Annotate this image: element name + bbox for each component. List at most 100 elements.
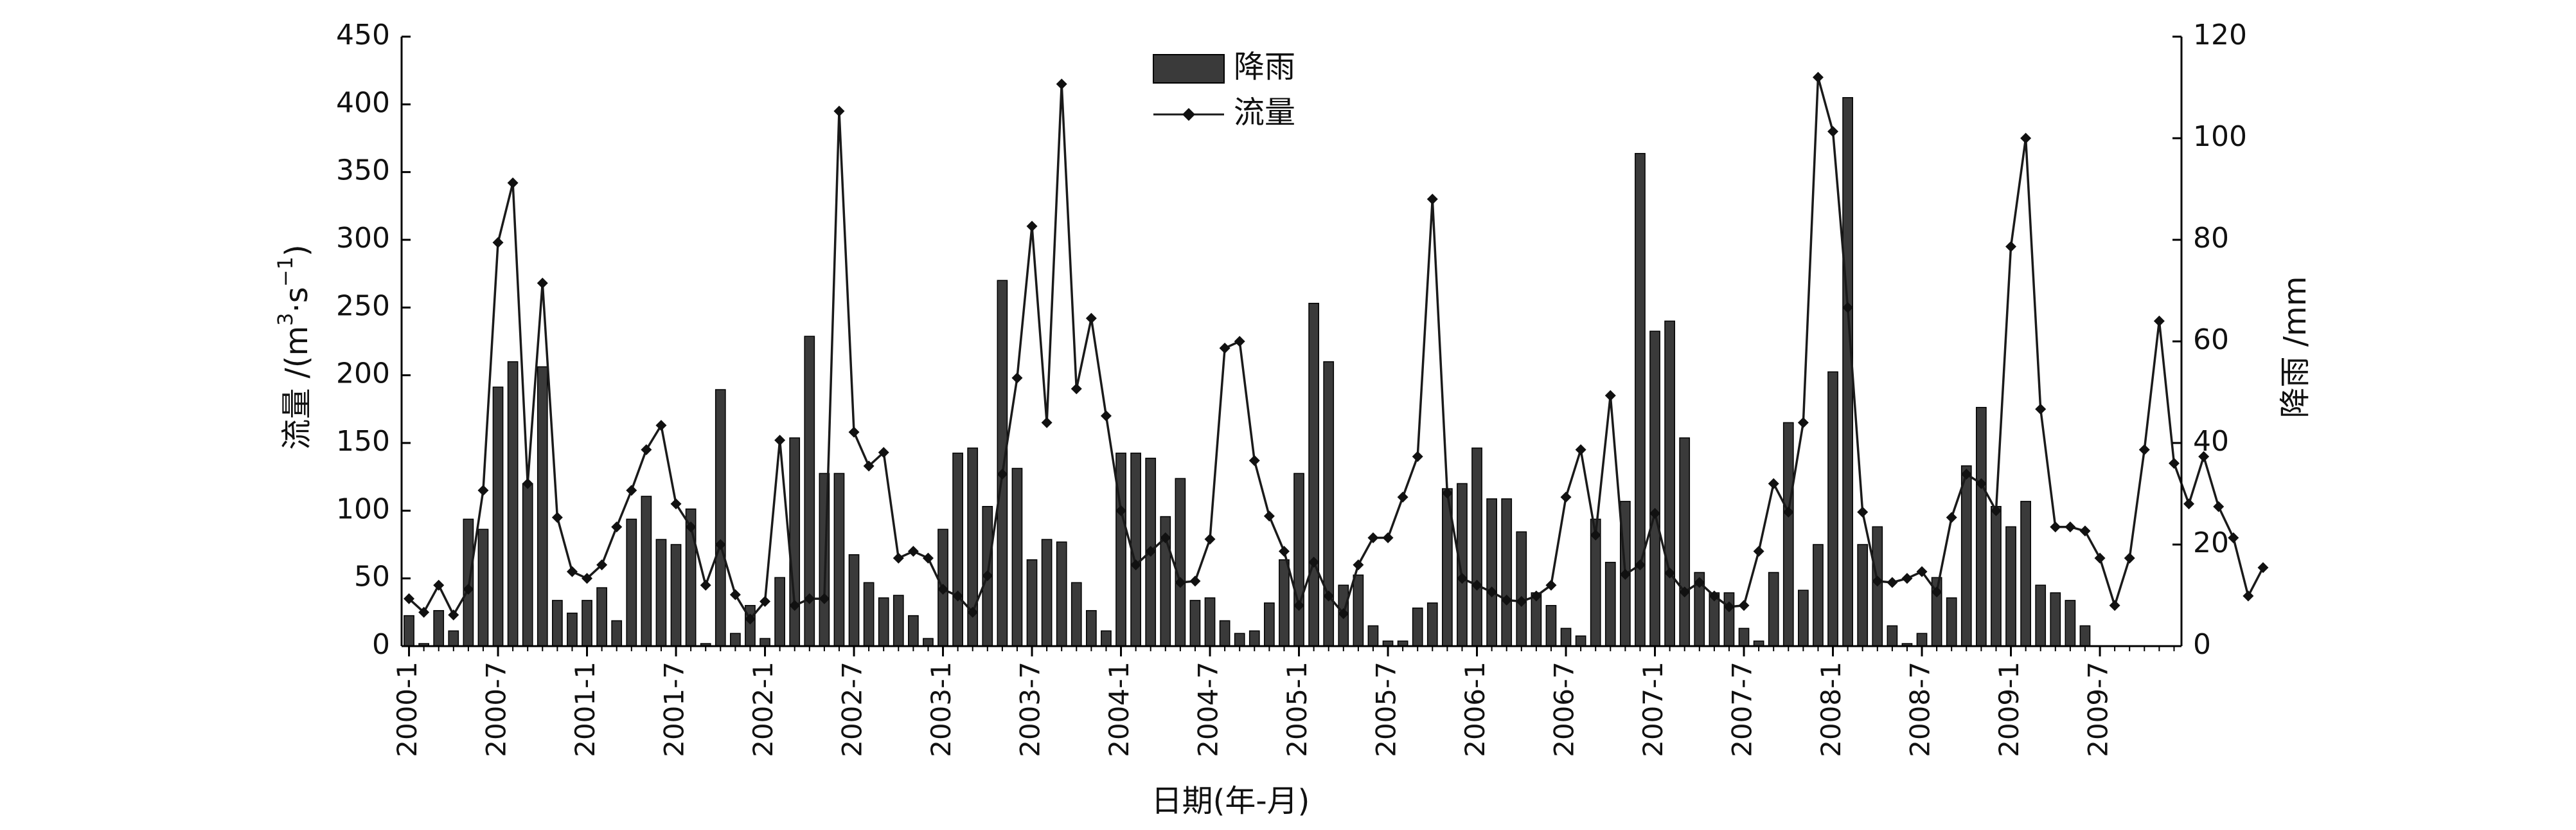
flow-point	[1990, 505, 2002, 516]
rain-bar	[611, 620, 623, 647]
flow-point	[1085, 312, 1097, 324]
flow-point	[997, 468, 1008, 480]
rain-bar	[1782, 422, 1794, 647]
rain-bar	[1813, 544, 1824, 647]
x-tick-label: 2008-7	[1905, 662, 1936, 757]
rain-bar	[997, 280, 1008, 647]
rain-bar	[715, 389, 726, 647]
rain-bar	[2005, 526, 2016, 647]
flow-point	[1694, 577, 1705, 588]
rain-bar	[1516, 531, 1527, 647]
flow-point	[1960, 468, 1972, 480]
flow-point	[2257, 562, 2269, 573]
flow-point	[1353, 559, 1364, 571]
flow-point	[982, 570, 993, 581]
x-tick-label: 2004-1	[1103, 662, 1135, 757]
rain-bar	[1426, 602, 1438, 647]
flow-point	[893, 552, 904, 564]
rain-bar	[1649, 330, 1660, 647]
flow-point	[1412, 451, 1423, 462]
rain-bar	[1738, 627, 1750, 647]
flow-point	[922, 552, 934, 564]
flow-point	[1471, 579, 1483, 591]
flow-point	[1501, 594, 1513, 606]
legend-bar-swatch	[1153, 54, 1225, 84]
flow-point	[2243, 590, 2254, 602]
rain-bar	[1545, 605, 1557, 647]
flow-point	[433, 579, 445, 591]
flow-point	[1011, 372, 1023, 384]
flow-point	[1857, 506, 1869, 518]
rain-bar	[1827, 371, 1838, 647]
flow-point	[1619, 568, 1631, 580]
flow-point	[937, 584, 949, 595]
y-left-tick-label: 100	[336, 492, 390, 525]
rain-bar	[1679, 437, 1691, 647]
x-tick-label: 2004-7	[1193, 662, 1224, 757]
flow-point	[1649, 508, 1661, 519]
rain-bar	[492, 386, 504, 647]
y-left-tick-label: 400	[336, 86, 390, 119]
x-tick-label: 2002-1	[747, 662, 779, 757]
flow-point	[1323, 590, 1335, 602]
flow-point	[685, 521, 697, 533]
y-right-tick-label: 60	[2193, 323, 2229, 356]
rain-bar	[863, 582, 875, 647]
flow-point	[2168, 458, 2180, 469]
rain-bar	[567, 612, 578, 647]
x-tick-label: 2009-1	[1993, 662, 2025, 757]
rain-bar	[1857, 544, 1869, 647]
rain-bar	[1101, 630, 1112, 647]
flow-point	[1367, 532, 1379, 543]
rain-bar	[1723, 592, 1735, 647]
x-tick-label: 2001-1	[569, 662, 601, 757]
rain-bar	[1664, 320, 1675, 647]
rain-bar	[1575, 635, 1586, 647]
flow-point	[1604, 390, 1616, 401]
flow-point	[492, 237, 504, 248]
flow-point	[448, 609, 459, 621]
flow-point	[1130, 559, 1142, 571]
rain-bar	[1842, 97, 1853, 647]
flow-point	[2109, 600, 2120, 611]
line-layer	[404, 71, 2269, 625]
flow-point	[522, 478, 533, 489]
flow-point	[1308, 556, 1320, 568]
x-tick-label: 2006-7	[1549, 662, 1580, 757]
flow-point	[1263, 510, 1275, 522]
flow-point	[1887, 577, 1898, 588]
flow-point	[1248, 455, 1260, 466]
y-right-tick-label: 120	[2193, 19, 2247, 51]
rain-bar	[2035, 584, 2047, 647]
flow-point	[1041, 417, 1053, 428]
rain-bar	[1264, 602, 1275, 647]
flow-point	[2079, 525, 2091, 537]
ticks-layer: 0 50 100 150 200 250 300 350 400 450 0 20 40 60 80 100 1…	[336, 19, 2247, 757]
rain-bar	[1219, 620, 1230, 647]
rain-bar	[1946, 597, 1957, 647]
rain-bar	[1367, 625, 1379, 647]
flow-point	[1160, 532, 1171, 543]
rain-bar	[1248, 630, 1260, 647]
flow-point	[907, 546, 919, 557]
flow-point	[1975, 478, 1987, 489]
flow-point	[1056, 78, 1067, 90]
y-left-tick-label: 350	[336, 154, 390, 187]
flow-point	[1768, 478, 1779, 489]
flow-point	[1782, 506, 1794, 518]
flow-point	[2124, 552, 2135, 564]
flow-point	[1026, 221, 1038, 232]
legend-label-flow: 流量	[1234, 95, 1295, 131]
rain-bar	[1960, 465, 1972, 647]
flow-point	[418, 606, 430, 618]
flow-point	[744, 613, 756, 625]
flow-point	[2035, 403, 2047, 415]
rain-bar	[1056, 541, 1067, 647]
rain-bar	[878, 597, 889, 647]
rain-bar	[2079, 625, 2091, 647]
flow-point	[1278, 546, 1290, 557]
legend-label-rain: 降雨	[1234, 49, 1295, 85]
flow-point	[463, 584, 474, 595]
flow-point	[1916, 566, 1928, 577]
